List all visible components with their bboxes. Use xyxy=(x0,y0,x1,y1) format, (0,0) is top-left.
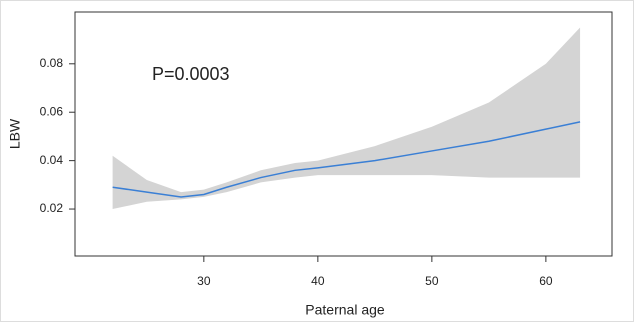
annotation: P=0.0003 xyxy=(152,64,230,84)
plot-frame xyxy=(74,11,613,257)
y-tick-label: 0.06 xyxy=(40,104,64,118)
x-tick-label: 30 xyxy=(197,274,211,288)
y-tick-label: 0.08 xyxy=(40,56,64,70)
confidence-band xyxy=(112,27,581,210)
fit-line xyxy=(112,121,581,198)
y-tick-label: 0.04 xyxy=(40,153,64,167)
x-tick-label: 60 xyxy=(539,274,553,288)
y-tick-label: 0.02 xyxy=(40,201,64,215)
y-axis-label: LBW xyxy=(7,118,23,149)
x-tick-label: 40 xyxy=(311,274,325,288)
x-tick-label: 50 xyxy=(425,274,439,288)
x-axis-label: Paternal age xyxy=(305,302,385,318)
